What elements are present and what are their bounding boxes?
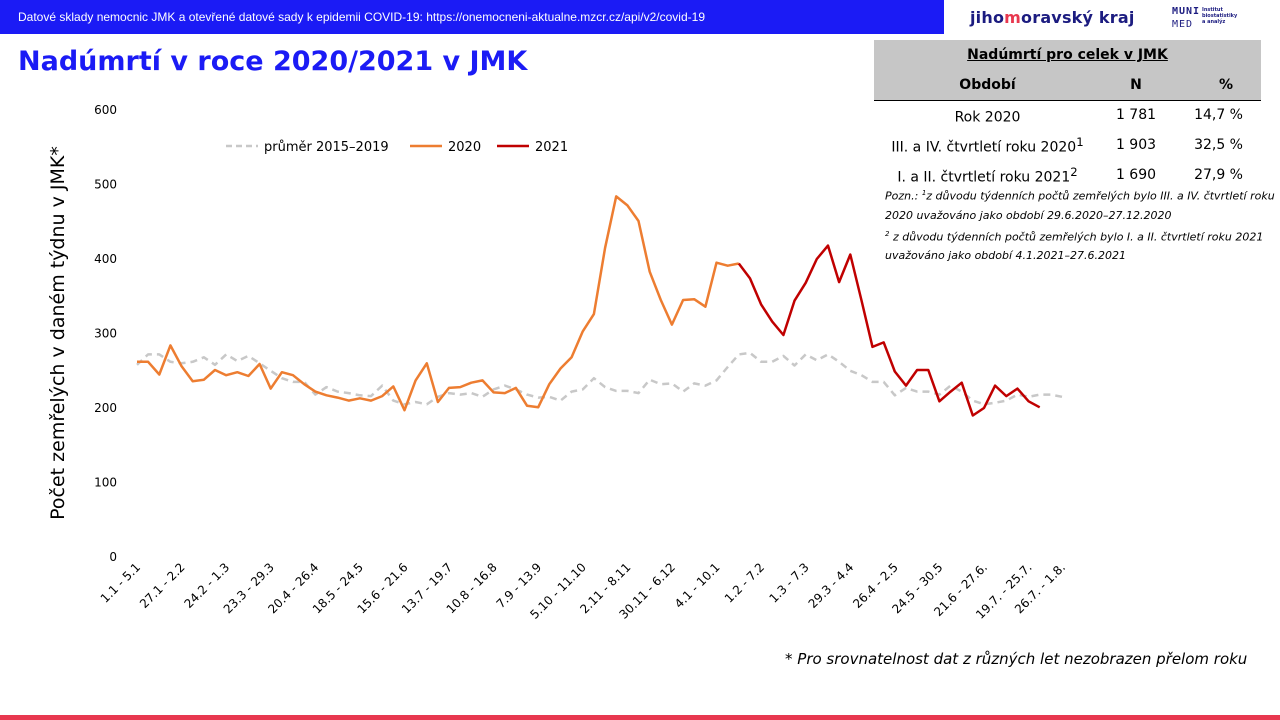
y-tick-label: 100 [94, 476, 117, 490]
note-sup: 1 [921, 189, 927, 197]
x-tick-label: 1.2 - 7.2 [722, 560, 767, 605]
x-tick-label: 27.1 - 2.2 [137, 560, 188, 611]
x-tick-label: 1.1 - 5.1 [98, 560, 143, 605]
source-banner: Datové sklady nemocnic JMK a otevřené da… [0, 0, 944, 34]
cell-period: Rok 2020 [954, 109, 1021, 126]
muni-med-logo: MUNI MED Institut biostatistiky a analýz [1172, 6, 1240, 34]
cell-pct: 32,5 % [1194, 137, 1243, 153]
page-title: Nadúmrtí v roce 2020/2021 v JMK [18, 46, 528, 77]
series-line-0 [136, 351, 1063, 406]
institute-text: Institut biostatistiky a analýz [1202, 7, 1238, 25]
muni-text: MUNI [1172, 6, 1201, 17]
table-header-row: Období N % [874, 70, 1261, 101]
bottom-accent-bar [0, 715, 1280, 720]
footnote: * Pro srovnatelnost dat z různých let ne… [785, 650, 1248, 668]
y-tick-label: 400 [94, 252, 117, 266]
logo-part: m [1004, 8, 1022, 27]
legend-label: 2021 [535, 140, 568, 155]
cell-n: 1 781 [1115, 107, 1157, 124]
table-row: III. a IV. čtvrtletí roku 20201 1 903 32… [874, 130, 1261, 160]
series-line-1 [137, 195, 740, 412]
cell-pct: 27,9 % [1194, 167, 1243, 183]
cell-period: III. a IV. čtvrtletí roku 20201 [891, 134, 1084, 156]
note-sup: 2 [885, 229, 890, 238]
y-tick-label: 500 [94, 178, 117, 192]
table-title: Nadúmrtí pro celek v JMK [874, 40, 1261, 70]
note-text-2: z důvodu týdenních počtů zemřelých bylo … [885, 230, 1264, 263]
legend-label: průměr 2015–2019 [264, 140, 389, 155]
excess-table: Nadúmrtí pro celek v JMK Období N % Rok … [874, 40, 1261, 190]
cell-n: 1 903 [1115, 137, 1157, 153]
table-row: Rok 2020 1 781 14,7 % [874, 100, 1261, 130]
med-text: MED [1172, 19, 1194, 30]
cell-pct: 14,7 % [1194, 107, 1243, 124]
legend: průměr 2015–2019 2020 2021 [226, 140, 568, 155]
x-axis: 1.1 - 5.127.1 - 2.224.2 - 1.323.3 - 29.3… [98, 560, 1068, 622]
legend-label: 2020 [448, 140, 481, 155]
logo-part: jiho [970, 8, 1005, 27]
col-header-pct: % [1171, 70, 1261, 101]
series-line-2 [737, 244, 1041, 417]
y-tick-label: 600 [94, 103, 117, 117]
table-row: I. a II. čtvrtletí roku 20212 1 690 27,9… [874, 160, 1261, 190]
x-tick-label: 1.3 - 7.3 [766, 560, 811, 605]
x-tick-label: 4.1 - 10.1 [672, 560, 723, 611]
note-text-1: z důvodu týdenních počtů zemřelých bylo … [885, 189, 1275, 222]
y-tick-label: 0 [109, 550, 117, 564]
table-title-row: Nadúmrtí pro celek v JMK [874, 40, 1261, 70]
y-axis: 0 100 200 300 400 500 600 [94, 103, 117, 564]
note-lead: Pozn.: [885, 189, 922, 203]
series-lines [136, 195, 1063, 417]
x-tick-label: 29.3 - 4.4 [806, 560, 857, 611]
y-tick-label: 300 [94, 327, 117, 341]
col-header-n: N [1101, 70, 1171, 101]
logo-part: oravský kraj [1021, 8, 1135, 27]
y-axis-title: Počet zemřelých v daném týdnu v JMK* [47, 146, 69, 520]
cell-n: 1 690 [1115, 167, 1157, 183]
col-header-period: Období [874, 70, 1101, 101]
table-note: Pozn.: 1z důvodu týdenních počtů zemřelý… [885, 184, 1275, 265]
jmk-logo: jihomoravský kraj [970, 8, 1135, 27]
y-tick-label: 200 [94, 401, 117, 415]
cell-period: I. a II. čtvrtletí roku 20212 [897, 164, 1078, 186]
